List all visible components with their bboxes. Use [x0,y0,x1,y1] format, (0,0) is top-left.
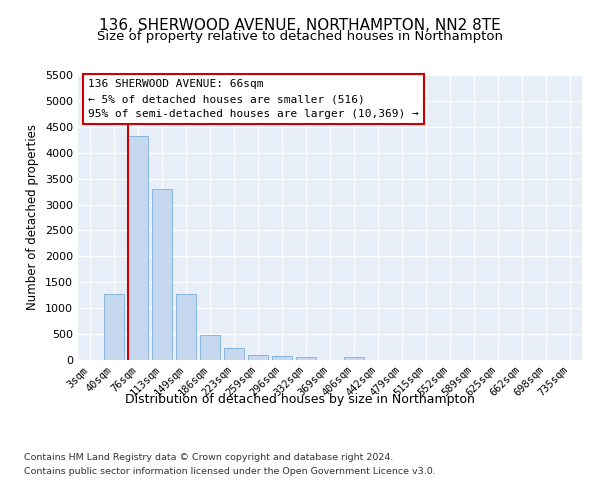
Bar [104,294,124,360]
Bar [200,334,220,360]
Bar [176,294,196,360]
Bar [248,356,268,360]
Text: 136, SHERWOOD AVENUE, NORTHAMPTON, NN2 8TE: 136, SHERWOOD AVENUE, NORTHAMPTON, NN2 8… [99,18,501,32]
Text: Contains public sector information licensed under the Open Government Licence v3: Contains public sector information licen… [24,468,436,476]
Bar [128,136,148,360]
Bar [152,189,172,360]
Y-axis label: Number of detached properties: Number of detached properties [26,124,40,310]
Text: Size of property relative to detached houses in Northampton: Size of property relative to detached ho… [97,30,503,43]
Text: Distribution of detached houses by size in Northampton: Distribution of detached houses by size … [125,392,475,406]
Bar [296,357,316,360]
Text: 136 SHERWOOD AVENUE: 66sqm
← 5% of detached houses are smaller (516)
95% of semi: 136 SHERWOOD AVENUE: 66sqm ← 5% of detac… [88,80,419,119]
Text: Contains HM Land Registry data © Crown copyright and database right 2024.: Contains HM Land Registry data © Crown c… [24,452,394,462]
Bar [224,348,244,360]
Bar [272,356,292,360]
Bar [344,358,364,360]
